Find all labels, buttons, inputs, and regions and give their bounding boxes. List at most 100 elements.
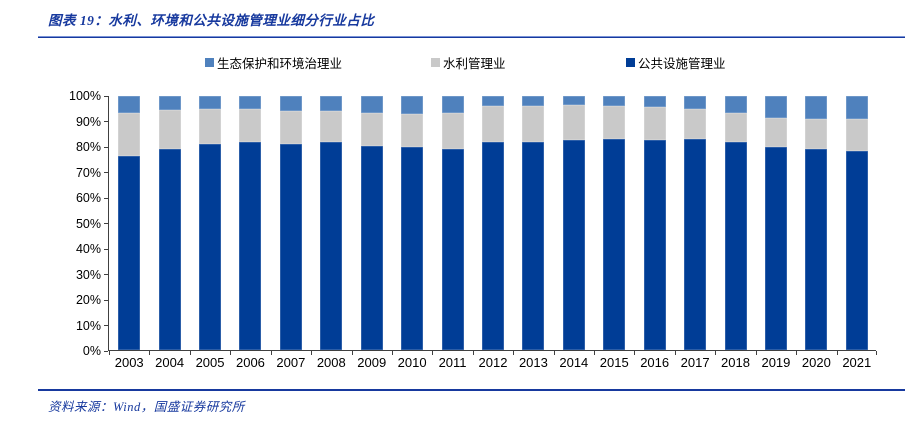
x-axis-tick-label: 2010 — [397, 355, 427, 370]
legend-item-eco-protection: 生态保护和环境治理业 — [205, 55, 342, 71]
y-axis-tick-label: 80% — [75, 140, 101, 154]
y-axis-tick-mark — [104, 350, 108, 352]
stacked-bar-2008 — [320, 96, 343, 350]
x-axis-tick-label: 2014 — [559, 355, 589, 370]
x-axis-tick-mark — [755, 351, 757, 355]
bar-slot — [190, 96, 230, 350]
stacked-bar-2013 — [522, 96, 545, 350]
x-axis-tick-mark — [836, 351, 838, 355]
bar-segment — [643, 96, 666, 108]
bar-slot — [756, 96, 796, 350]
bar-segment — [562, 96, 585, 105]
bar-slot — [473, 96, 513, 350]
bar-slot — [230, 96, 270, 350]
bar-segment — [522, 141, 545, 350]
y-axis-tick-label: 90% — [75, 114, 101, 129]
bar-segment — [481, 106, 504, 142]
bar-segment — [643, 140, 666, 350]
bar-segment — [805, 149, 828, 350]
bar-segment — [158, 109, 181, 150]
x-axis-tick-mark — [311, 351, 313, 355]
x-axis-tick-mark — [109, 351, 110, 355]
bar-segment — [845, 118, 868, 151]
x-axis-tick-label: 2009 — [357, 355, 387, 370]
bar-segment — [764, 96, 787, 118]
bar-segment — [764, 117, 787, 147]
bar-slot — [392, 96, 432, 350]
bar-segment — [320, 111, 343, 142]
bar-segment — [158, 149, 181, 350]
x-axis-tick-label: 2020 — [801, 355, 831, 370]
bar-segment — [401, 146, 424, 350]
x-axis-tick-mark — [796, 351, 798, 355]
x-axis-tick-label: 2015 — [599, 355, 629, 370]
bar-segment — [724, 112, 747, 142]
x-axis-tick-mark — [715, 351, 717, 355]
y-axis-tick-label: 10% — [75, 318, 101, 333]
x-axis-tick-label: 2011 — [438, 355, 467, 370]
bar-slot — [634, 96, 674, 350]
bar-segment — [643, 107, 666, 141]
y-axis-tick-mark — [104, 146, 108, 148]
stacked-bar-2018 — [724, 96, 747, 350]
bar-segment — [158, 96, 181, 110]
bar-segment — [199, 144, 222, 350]
bar-segment — [522, 96, 545, 107]
x-axis-tick-mark — [472, 351, 474, 355]
x-axis-tick-label: 2021 — [842, 355, 872, 370]
chart-title: 图表 19：水利、环境和公共设施管理业细分行业占比 — [48, 13, 375, 28]
bar-segment — [845, 150, 868, 350]
bar-segment — [481, 141, 504, 350]
stacked-bar-2009 — [360, 96, 383, 350]
source-divider — [38, 389, 905, 391]
x-axis-tick-mark — [391, 351, 393, 355]
stacked-bar-2017 — [684, 96, 707, 350]
legend-item-public-facilities: 公共设施管理业 — [626, 55, 726, 71]
bar-slot — [796, 96, 836, 350]
bar-slot — [311, 96, 351, 350]
y-axis-tick-label: 70% — [75, 165, 101, 180]
bar-slot — [513, 96, 553, 350]
legend-item-water-management: 水利管理业 — [431, 55, 506, 71]
bar-segment — [279, 144, 302, 350]
x-axis-tick-mark — [351, 351, 353, 355]
bar-segment — [805, 96, 828, 119]
y-axis-tick-mark — [104, 325, 108, 326]
stacked-bar-2020 — [805, 96, 828, 350]
y-axis-tick-label: 100% — [69, 89, 101, 103]
source-note: 资料来源：Wind，国盛证券研究所 — [48, 400, 245, 414]
plot-area: 0% 10% 20% 30% 40% 50% 60% 70% 80% 90% 100% 2003 200… — [69, 89, 877, 370]
y-axis-tick-label: 50% — [75, 216, 101, 231]
bar-segment — [522, 106, 545, 142]
bar-segment — [401, 96, 424, 114]
x-axis-tick-mark — [594, 351, 596, 355]
bar-segment — [764, 146, 787, 350]
stacked-bar-2019 — [764, 96, 787, 350]
y-axis-tick-label: 20% — [75, 293, 101, 307]
stacked-bar-2011 — [441, 96, 464, 350]
bar-segment — [360, 112, 383, 146]
y-axis-tick-mark — [104, 223, 108, 224]
bar-segment — [441, 96, 464, 113]
bar-segment — [360, 145, 383, 350]
stacked-bar-2010 — [401, 96, 424, 350]
x-axis-tick-mark — [149, 351, 151, 355]
x-axis-tick-mark — [674, 351, 676, 355]
bar-slot — [837, 96, 877, 350]
bar-segment — [320, 141, 343, 350]
x-axis-tick-mark — [270, 351, 272, 355]
bar-segment — [724, 141, 747, 350]
y-axis-tick-mark — [104, 197, 108, 199]
x-axis-tick-mark — [634, 351, 636, 355]
bar-slot — [352, 96, 392, 350]
bar-segment — [199, 108, 222, 145]
x-axis-tick-label: 2003 — [114, 355, 144, 370]
bar-slot — [149, 96, 189, 350]
bar-segment — [684, 139, 707, 350]
bar-segment — [481, 96, 504, 107]
bar-segment — [118, 96, 141, 113]
x-axis-tick-label: 2007 — [276, 355, 306, 370]
stacked-bar-2007 — [279, 96, 302, 350]
bar-slot — [432, 96, 472, 350]
